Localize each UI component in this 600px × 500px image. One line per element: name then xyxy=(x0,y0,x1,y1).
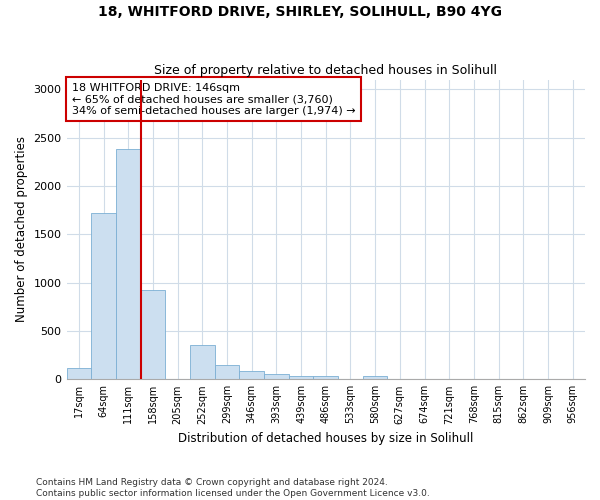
Bar xyxy=(190,346,215,380)
X-axis label: Distribution of detached houses by size in Solihull: Distribution of detached houses by size … xyxy=(178,432,473,445)
Text: 18 WHITFORD DRIVE: 146sqm
← 65% of detached houses are smaller (3,760)
34% of se: 18 WHITFORD DRIVE: 146sqm ← 65% of detac… xyxy=(72,82,355,116)
Bar xyxy=(289,376,313,380)
Text: 18, WHITFORD DRIVE, SHIRLEY, SOLIHULL, B90 4YG: 18, WHITFORD DRIVE, SHIRLEY, SOLIHULL, B… xyxy=(98,5,502,19)
Bar xyxy=(140,290,165,380)
Bar xyxy=(239,371,264,380)
Bar xyxy=(215,365,239,380)
Bar xyxy=(91,213,116,380)
Bar xyxy=(363,376,388,380)
Bar xyxy=(264,374,289,380)
Title: Size of property relative to detached houses in Solihull: Size of property relative to detached ho… xyxy=(154,64,497,77)
Bar xyxy=(67,368,91,380)
Bar xyxy=(116,149,140,380)
Text: Contains HM Land Registry data © Crown copyright and database right 2024.
Contai: Contains HM Land Registry data © Crown c… xyxy=(36,478,430,498)
Bar xyxy=(313,376,338,380)
Y-axis label: Number of detached properties: Number of detached properties xyxy=(15,136,28,322)
